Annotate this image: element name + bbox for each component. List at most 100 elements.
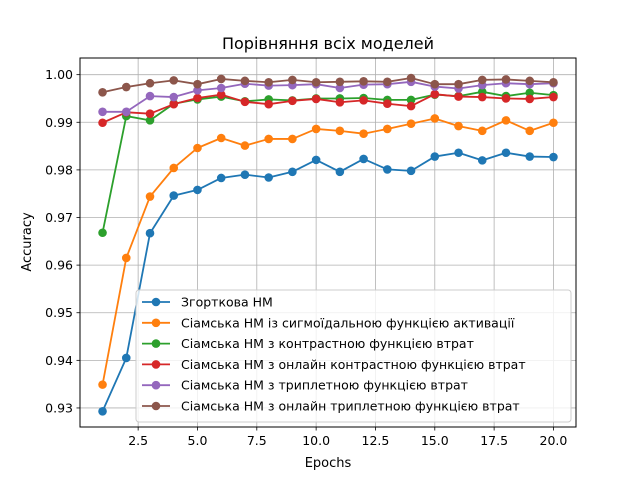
data-point [193,143,202,153]
y-tick-label: 0.93 [45,400,73,415]
data-point [311,94,321,104]
data-point [335,97,345,107]
legend-label: Сіамська НМ з триплетною функцією втрат [181,378,468,393]
data-point [216,133,226,143]
data-point [383,99,392,109]
data-point [454,148,463,158]
x-tick-label: 15.0 [421,433,449,448]
data-point [264,77,273,87]
series-1 [98,148,558,416]
data-point [477,92,487,102]
data-point [145,109,155,119]
data-point [145,116,155,125]
y-axis-label: Accuracy [20,212,35,272]
data-point [525,152,535,161]
data-point [406,119,416,129]
data-point [145,228,155,238]
legend-marker [151,297,161,307]
data-point [145,78,155,88]
data-point [193,86,202,95]
data-point [98,87,107,97]
legend-marker [151,401,161,411]
data-point [335,126,345,136]
data-point [288,75,297,85]
legend-label: Сіамська НМ з контрастною функцією втрат [181,336,474,351]
data-point [335,77,345,87]
legend-box [135,289,572,423]
data-point [477,156,487,165]
data-point [216,83,226,93]
series-layer [98,73,558,416]
data-point [406,95,416,105]
data-point [193,185,202,195]
data-point [98,118,107,128]
data-point [501,148,511,158]
data-point [121,107,131,117]
legend-item: Згорткова НМ [142,295,273,310]
data-point [454,121,463,131]
data-point [525,126,535,136]
data-point [121,353,131,363]
data-point [430,89,440,99]
legend-item: Сіамська НМ із сигмоїдальною функцією ак… [142,315,515,330]
data-point [311,77,321,87]
data-point [477,126,487,136]
data-point [406,101,416,111]
data-point [98,107,107,117]
data-point [359,96,368,105]
data-point [430,114,440,123]
data-point [288,134,297,144]
legend-label: Сіамська НМ із сигмоїдальною функцією ак… [181,315,515,330]
legend-marker [151,360,161,369]
plot-area-frame [79,57,577,428]
legend-marker [151,318,161,328]
data-point [216,90,226,99]
data-point [121,253,131,263]
x-axis-label: Epochs [305,456,352,471]
x-tick-label: 17.5 [480,433,508,448]
data-point [335,167,345,177]
legend: Згорткова НМ Сіамська НМ із сигмоїдальною… [135,289,572,423]
data-point [288,167,297,177]
data-point [98,406,107,416]
x-tick-label: 5.0 [188,433,208,448]
y-tick-label: 0.97 [45,210,73,225]
y-tick-label: 0.96 [45,258,73,273]
data-point [169,92,179,102]
data-point [240,97,250,107]
axis-ticks: 2.5 5.0 7.5 10.0 12.5 15.0 17.5 20.0 0.93 0.94 0.9… [45,67,567,448]
legend-item: Сіамська НМ з триплетною функцією втрат [142,378,468,393]
data-point [311,155,321,165]
x-tick-label: 10.0 [302,433,330,448]
data-point [264,134,273,144]
data-point [264,173,273,182]
series-6 [98,73,558,97]
legend-label: Сіамська НМ з онлайн контрастною функціє… [181,357,526,372]
legend-item: Сіамська НМ з контрастною функцією втрат [142,336,474,351]
data-point [454,79,463,89]
data-point [145,192,155,201]
y-tick-label: 0.95 [45,305,73,320]
data-point [454,92,463,101]
legend-marker [151,380,161,390]
data-point [430,79,440,89]
series-4 [98,89,558,128]
legend-marker [151,339,161,348]
data-point [240,170,250,179]
x-tick-label: 20.0 [540,433,568,448]
data-point [98,380,107,389]
x-tick-label: 7.5 [247,433,267,448]
data-point [169,76,179,85]
data-point [549,118,558,128]
legend-item: Сіамська НМ з онлайн триплетною функцією… [142,399,520,414]
legend-label: Згорткова НМ [181,295,273,310]
data-point [121,82,131,92]
data-point [216,173,226,183]
legend-item: Сіамська НМ з онлайн контрастною функціє… [142,357,526,372]
legend-label: Сіамська НМ з онлайн триплетною функцією… [181,399,520,414]
data-point [193,93,202,103]
y-tick-label: 0.99 [45,115,73,130]
data-point [216,74,226,84]
data-point [169,99,179,109]
